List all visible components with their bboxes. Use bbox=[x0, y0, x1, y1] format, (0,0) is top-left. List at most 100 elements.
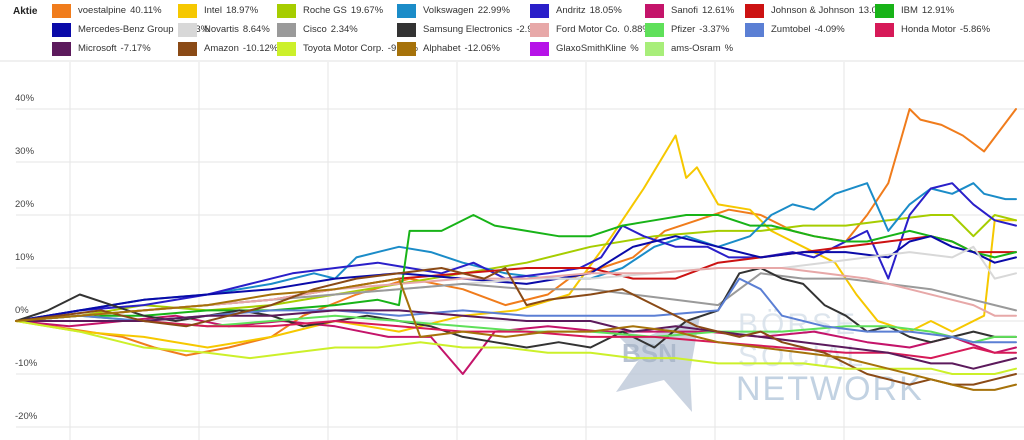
legend-swatch bbox=[875, 4, 894, 18]
y-tick-label: 0% bbox=[15, 305, 29, 316]
legend-series-name: Intel bbox=[204, 5, 222, 16]
legend-series-name: GlaxoSmithKline bbox=[556, 43, 627, 54]
legend-title: Aktie bbox=[13, 6, 38, 17]
legend-series-value: 2.34% bbox=[330, 24, 358, 35]
legend-series-value: 19.67% bbox=[350, 5, 384, 16]
legend-item[interactable]: Intel 18.97% bbox=[178, 3, 258, 19]
legend-series-name: Volkswagen bbox=[423, 5, 474, 16]
legend-series-name: Zumtobel bbox=[771, 24, 811, 35]
legend-series-name: Toyota Motor Corp. bbox=[303, 43, 384, 54]
legend-item[interactable]: Cisco 2.34% bbox=[277, 22, 358, 38]
series-line bbox=[15, 320, 1017, 360]
watermark-star-logo bbox=[612, 316, 700, 412]
legend-series-value: -10.12% bbox=[242, 43, 279, 54]
legend-series-value: 22.99% bbox=[477, 5, 510, 16]
legend-series-name: voestalpine bbox=[78, 5, 127, 16]
legend-item[interactable]: Johnson & Johnson13.04% bbox=[745, 3, 891, 19]
legend-item[interactable]: Ford Motor Co. 0.88% bbox=[530, 22, 651, 38]
series-line bbox=[15, 235, 1017, 322]
legend-item[interactable]: Amazon -10.12% bbox=[178, 41, 278, 57]
legend-item[interactable]: IBM 12.91% bbox=[875, 3, 954, 19]
legend-item[interactable]: Pfizer -3.37% bbox=[645, 22, 729, 38]
legend-series-value: 13.04% bbox=[858, 5, 890, 17]
series-line bbox=[15, 267, 1017, 386]
legend-series-name: Cisco bbox=[303, 24, 327, 35]
legend-item[interactable]: Roche GS 19.67% bbox=[277, 3, 383, 19]
legend-swatch bbox=[645, 23, 664, 37]
series-line bbox=[15, 214, 1017, 322]
y-tick-label: 40% bbox=[15, 93, 35, 104]
series-line bbox=[15, 108, 1017, 357]
legend-series-value: -3.37% bbox=[699, 24, 730, 35]
y-tick-label: 30% bbox=[15, 146, 35, 157]
legend-swatch bbox=[745, 4, 764, 18]
legend-swatch bbox=[178, 4, 197, 18]
chart-legend: Aktie voestalpine 40.11% Intel 18.97% Roche … bbox=[0, 0, 1024, 60]
legend-swatch bbox=[530, 23, 549, 37]
legend-item[interactable]: voestalpine 40.11% bbox=[52, 3, 162, 19]
legend-series-value: 8.64% bbox=[242, 24, 270, 35]
legend-swatch bbox=[530, 42, 549, 56]
series-line bbox=[15, 214, 1017, 322]
y-tick-label: 10% bbox=[15, 252, 35, 263]
series-line bbox=[15, 277, 1017, 391]
legend-series-value: 12.61% bbox=[701, 5, 735, 16]
watermark-logo-text: BSN bbox=[622, 338, 677, 368]
legend-series-name: ams-Osram bbox=[671, 43, 721, 54]
legend-series-value: 18.05% bbox=[589, 5, 622, 16]
legend-series-name: Johnson & Johnson bbox=[771, 5, 855, 16]
y-tick-label: -20% bbox=[15, 411, 38, 422]
legend-swatch bbox=[277, 4, 296, 18]
legend-item[interactable]: Microsoft -7.17% bbox=[52, 41, 151, 57]
legend-swatch bbox=[645, 42, 664, 56]
legend-item[interactable]: Honda Motor -5.86% bbox=[875, 22, 990, 38]
legend-swatch bbox=[178, 42, 197, 56]
legend-series-name: Alphabet bbox=[423, 43, 461, 54]
series-line bbox=[15, 320, 1017, 375]
legend-series-name: Mercedes-Benz Group bbox=[78, 24, 174, 35]
legend-item[interactable]: Andritz 18.05% bbox=[530, 3, 622, 19]
legend-series-value: -7.17% bbox=[120, 43, 151, 54]
legend-series-name: Pfizer bbox=[671, 24, 696, 35]
legend-series-name: Honda Motor bbox=[901, 24, 956, 35]
legend-series-name: IBM bbox=[901, 5, 918, 16]
legend-item[interactable]: ams-Osram% bbox=[645, 41, 733, 57]
legend-swatch bbox=[397, 42, 416, 56]
legend-series-name: Samsung Electronics bbox=[423, 24, 513, 35]
legend-swatch bbox=[530, 4, 549, 18]
legend-item[interactable]: Volkswagen 22.99% bbox=[397, 3, 510, 19]
legend-item[interactable]: GlaxoSmithKline% bbox=[530, 41, 639, 57]
legend-item[interactable]: Zumtobel -4.09% bbox=[745, 22, 845, 38]
legend-swatch bbox=[645, 4, 664, 18]
legend-item[interactable]: Alphabet -12.06% bbox=[397, 41, 500, 57]
legend-series-value: 18.97% bbox=[225, 5, 259, 16]
legend-swatch bbox=[52, 4, 71, 18]
legend-series-name: Microsoft bbox=[78, 43, 117, 54]
series-line bbox=[15, 314, 1017, 375]
legend-series-value: % bbox=[630, 43, 639, 54]
legend-series-name: Novartis bbox=[204, 24, 239, 35]
legend-series-name: Andritz bbox=[556, 5, 586, 16]
watermark-line3: NETWORK bbox=[736, 370, 924, 408]
legend-swatch bbox=[178, 23, 197, 37]
legend-swatch bbox=[875, 23, 894, 37]
y-tick-label: -10% bbox=[15, 358, 38, 369]
legend-swatch bbox=[277, 23, 296, 37]
legend-series-value: -12.06% bbox=[464, 43, 500, 54]
legend-swatch bbox=[745, 23, 764, 37]
legend-series-value: % bbox=[724, 43, 734, 54]
y-tick-label: 20% bbox=[15, 199, 35, 210]
legend-item[interactable]: Sanofi 12.61% bbox=[645, 3, 734, 19]
series-line bbox=[15, 182, 1017, 322]
legend-series-name: Sanofi bbox=[671, 5, 698, 16]
legend-series-value: 12.91% bbox=[921, 5, 955, 16]
legend-swatch bbox=[277, 42, 296, 56]
legend-series-value: -4.09% bbox=[814, 24, 845, 35]
legend-series-value: -5.86% bbox=[959, 24, 991, 35]
legend-item[interactable]: Novartis 8.64% bbox=[178, 22, 270, 38]
legend-series-name: Amazon bbox=[204, 43, 239, 54]
legend-series-value: 0.88% bbox=[623, 24, 651, 35]
legend-swatch bbox=[397, 23, 416, 37]
legend-series-value: 40.11% bbox=[130, 5, 162, 16]
